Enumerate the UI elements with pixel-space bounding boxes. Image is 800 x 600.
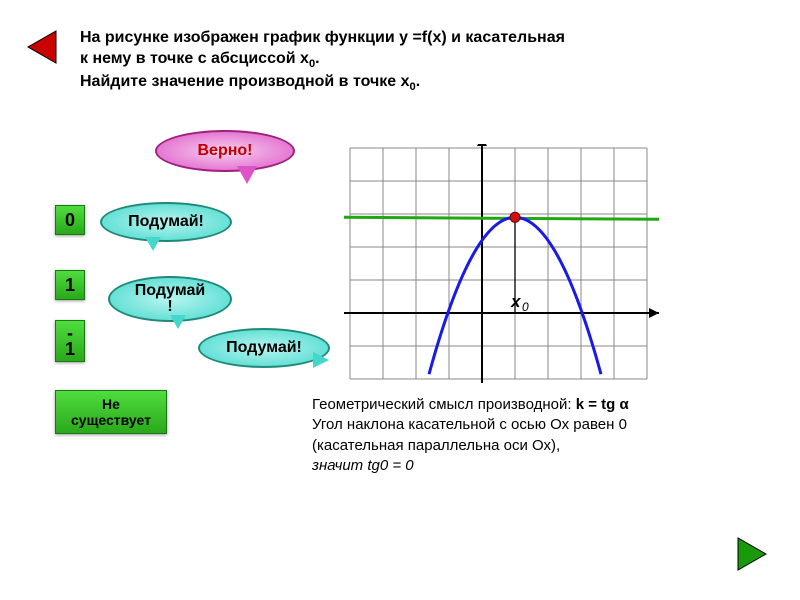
tail-icon [313, 352, 329, 368]
answer-minus1-bot: 1 [65, 341, 75, 357]
answer-not-exist-l2: существует [71, 412, 151, 428]
answer-0-button[interactable]: 0 [55, 205, 85, 235]
feedback-think-label: Подумай! [226, 339, 302, 357]
question-line3b: . [416, 73, 420, 90]
answer-0-label: 0 [65, 210, 75, 231]
feedback-think-label: Подумай [135, 283, 205, 299]
question-text: На рисунке изображен график функции y =f… [80, 28, 660, 94]
feedback-think-3: Подумай! [198, 328, 330, 368]
graph: x0 [340, 144, 670, 384]
question-line2b: . [315, 50, 319, 67]
answer-1-button[interactable]: 1 [55, 270, 85, 300]
exp-l1a: Геометрический смысл производной: [312, 396, 576, 413]
exp-l3: (касательная параллельна оси Ох), [312, 437, 560, 454]
explanation-text: Геометрический смысл производной: k = tg… [312, 395, 742, 476]
tail-icon [145, 237, 161, 251]
exp-l2: Угол наклона касательной с осью Ох равен… [312, 416, 627, 433]
feedback-think-label: ! [167, 299, 172, 315]
answer-1-label: 1 [65, 275, 75, 296]
tail-icon [237, 166, 257, 184]
svg-text:x: x [510, 292, 522, 311]
question-line3a: Найдите значение производной в точке x [80, 73, 410, 90]
nav-back-button[interactable] [22, 28, 60, 71]
question-line1: На рисунке изображен график функции y =f… [80, 29, 565, 46]
answer-not-exist-l1: Не [102, 396, 120, 412]
nav-forward-button[interactable] [734, 535, 772, 578]
svg-text:0: 0 [522, 300, 529, 314]
exp-l1b: k = tg α [576, 396, 629, 413]
feedback-think-label: Подумай! [128, 213, 204, 231]
answer-minus1-button[interactable]: - 1 [55, 320, 85, 362]
feedback-think-1: Подумай! [100, 202, 232, 242]
feedback-correct-label: Верно! [198, 142, 253, 160]
answer-not-exist-button[interactable]: Не существует [55, 390, 167, 434]
exp-l4: значит tg0 = 0 [312, 457, 414, 474]
feedback-correct: Верно! [155, 130, 295, 172]
question-line2a: к нему в точке с абсциссой x [80, 50, 309, 67]
tail-icon [170, 315, 186, 329]
